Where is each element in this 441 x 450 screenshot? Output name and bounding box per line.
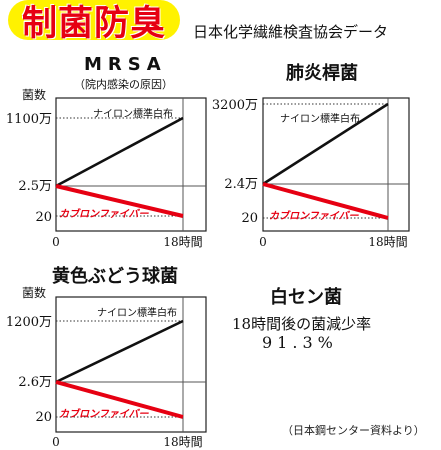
y-tick-label-start: 2.6万 <box>18 375 52 390</box>
series-line-carbon <box>55 184 184 218</box>
y-tick-label-bottom: 20 <box>241 211 258 226</box>
chart-title-staphylococcus: 黄色ぶどう球菌 <box>52 266 178 287</box>
y-tick-label-top: 3200万 <box>212 98 258 113</box>
source-footnote: （日本鋼センター資料より） <box>282 424 425 437</box>
hakusen-title: 白セン菌 <box>270 287 342 308</box>
headline-badge: 制菌防臭 <box>8 0 180 44</box>
y-tick-label-start: 2.4万 <box>224 177 258 192</box>
series-label-nylon: ナイロン標準白布 <box>280 112 360 125</box>
plot-frame <box>55 296 207 433</box>
y-tick-label-top: 1200万 <box>6 315 52 330</box>
series-line-nylon <box>55 116 184 188</box>
chart-subtitle-mrsa: （院内感染の原因） <box>74 78 173 91</box>
y-tick-label-bottom: 20 <box>35 210 52 225</box>
x-tick-label-18: 18時間 <box>163 235 202 249</box>
series-line-carbon <box>262 182 389 220</box>
y-tick-label-bottom: 20 <box>35 410 52 425</box>
y-tick-label-top: 1100万 <box>6 112 52 127</box>
series-label-carbon: カブロンファイバー <box>269 210 359 222</box>
x-tick-label-0: 0 <box>52 435 60 449</box>
chart-staphylococcus: 菌数 1200万 2.6万 20 0 18時間 ナイロン標準白布 カブロンファイ… <box>6 285 207 449</box>
series-label-nylon: ナイロン標準白布 <box>93 107 173 120</box>
x-tick-label-0: 0 <box>52 235 60 249</box>
series-label-nylon: ナイロン標準白布 <box>97 306 177 319</box>
x-tick-label-0: 0 <box>259 235 267 249</box>
reduction-rate-value: 91.3% <box>262 333 338 352</box>
series-line-carbon <box>55 380 184 419</box>
y-axis-label: 菌数 <box>22 87 46 102</box>
chart-title-pneumonia: 肺炎桿菌 <box>286 63 358 84</box>
data-source-label: 日本化学繊維検査協会データ <box>193 23 389 41</box>
headline-text: 制菌防臭 <box>21 3 166 44</box>
reduction-rate-label: 18時間後の菌減少率 <box>232 315 372 333</box>
chart-title-mrsa: MRSA <box>84 54 167 75</box>
series-line-nylon <box>262 102 389 186</box>
y-axis-label: 菌数 <box>22 285 46 300</box>
y-tick-label-start: 2.5万 <box>18 179 52 194</box>
x-tick-label-18: 18時間 <box>163 435 202 449</box>
series-label-carbon: カブロンファイバー <box>59 208 149 220</box>
series-line-nylon <box>55 319 184 384</box>
chart-mrsa: 菌数 1100万 2.5万 20 0 18時間 ナイロン標準白布 カブロンファイ… <box>6 87 207 249</box>
chart-pneumonia: 3200万 2.4万 20 0 18時間 ナイロン標準白布 カブロンファイバー <box>212 97 410 249</box>
plot-frame <box>262 97 410 232</box>
x-tick-label-18: 18時間 <box>368 235 407 249</box>
series-label-carbon: カブロンファイバー <box>59 408 149 420</box>
plot-frame <box>55 97 207 232</box>
